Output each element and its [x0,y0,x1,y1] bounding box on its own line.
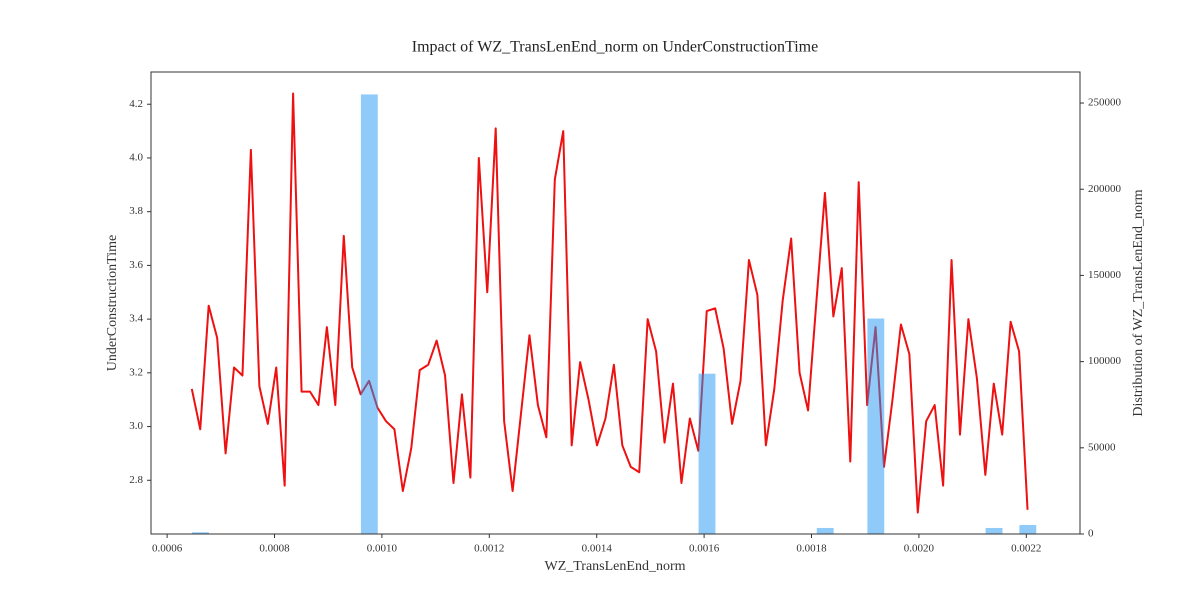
x-tick-label: 0.0016 [689,543,720,555]
y-tick-label: 2.8 [129,474,143,486]
y2-tick-label: 150000 [1088,269,1122,281]
y-tick-label: 3.8 [129,205,143,217]
y2-tick-label: 250000 [1088,97,1122,109]
y-tick-label: 3.6 [129,259,143,271]
y2-tick-label: 0 [1088,528,1094,540]
plot-frame [150,71,1081,535]
x-tick-label: 0.0020 [904,543,935,555]
y2-tick-label: 200000 [1088,183,1122,195]
chart-title: Impact of WZ_TransLenEnd_norm on UnderCo… [412,39,818,56]
y-tick-label: 3.0 [129,420,143,432]
histogram-bar [360,94,378,534]
x-tick-label: 0.0008 [259,543,290,555]
histogram-bar [816,527,834,534]
histogram-bar [867,318,885,534]
y2-tick-label: 100000 [1088,355,1122,367]
histogram-bar [192,532,209,534]
x-tick-label: 0.0012 [474,543,504,555]
histogram-bar [1019,525,1037,534]
x-tick-label: 0.0014 [582,543,613,555]
y2-axis-label: Distribution of WZ_TransLenEnd_norm [1131,189,1146,416]
y-tick-label: 3.2 [129,366,143,378]
histogram-bar [698,373,716,534]
y-axis-label: UnderConstructionTime [105,235,120,371]
x-tick-label: 0.0010 [367,543,398,555]
y-tick-label: 4.2 [129,98,143,110]
histogram-bar [985,527,1003,534]
y-tick-label: 3.4 [129,313,143,325]
x-tick-label: 0.0022 [1011,543,1041,555]
x-tick-label: 0.0006 [152,543,183,555]
data-line [190,92,1029,514]
x-tick-label: 0.0018 [796,543,827,555]
y2-tick-label: 50000 [1088,441,1116,453]
y-tick-label: 4.0 [129,151,143,163]
x-axis-label: WZ_TransLenEnd_norm [544,559,685,574]
